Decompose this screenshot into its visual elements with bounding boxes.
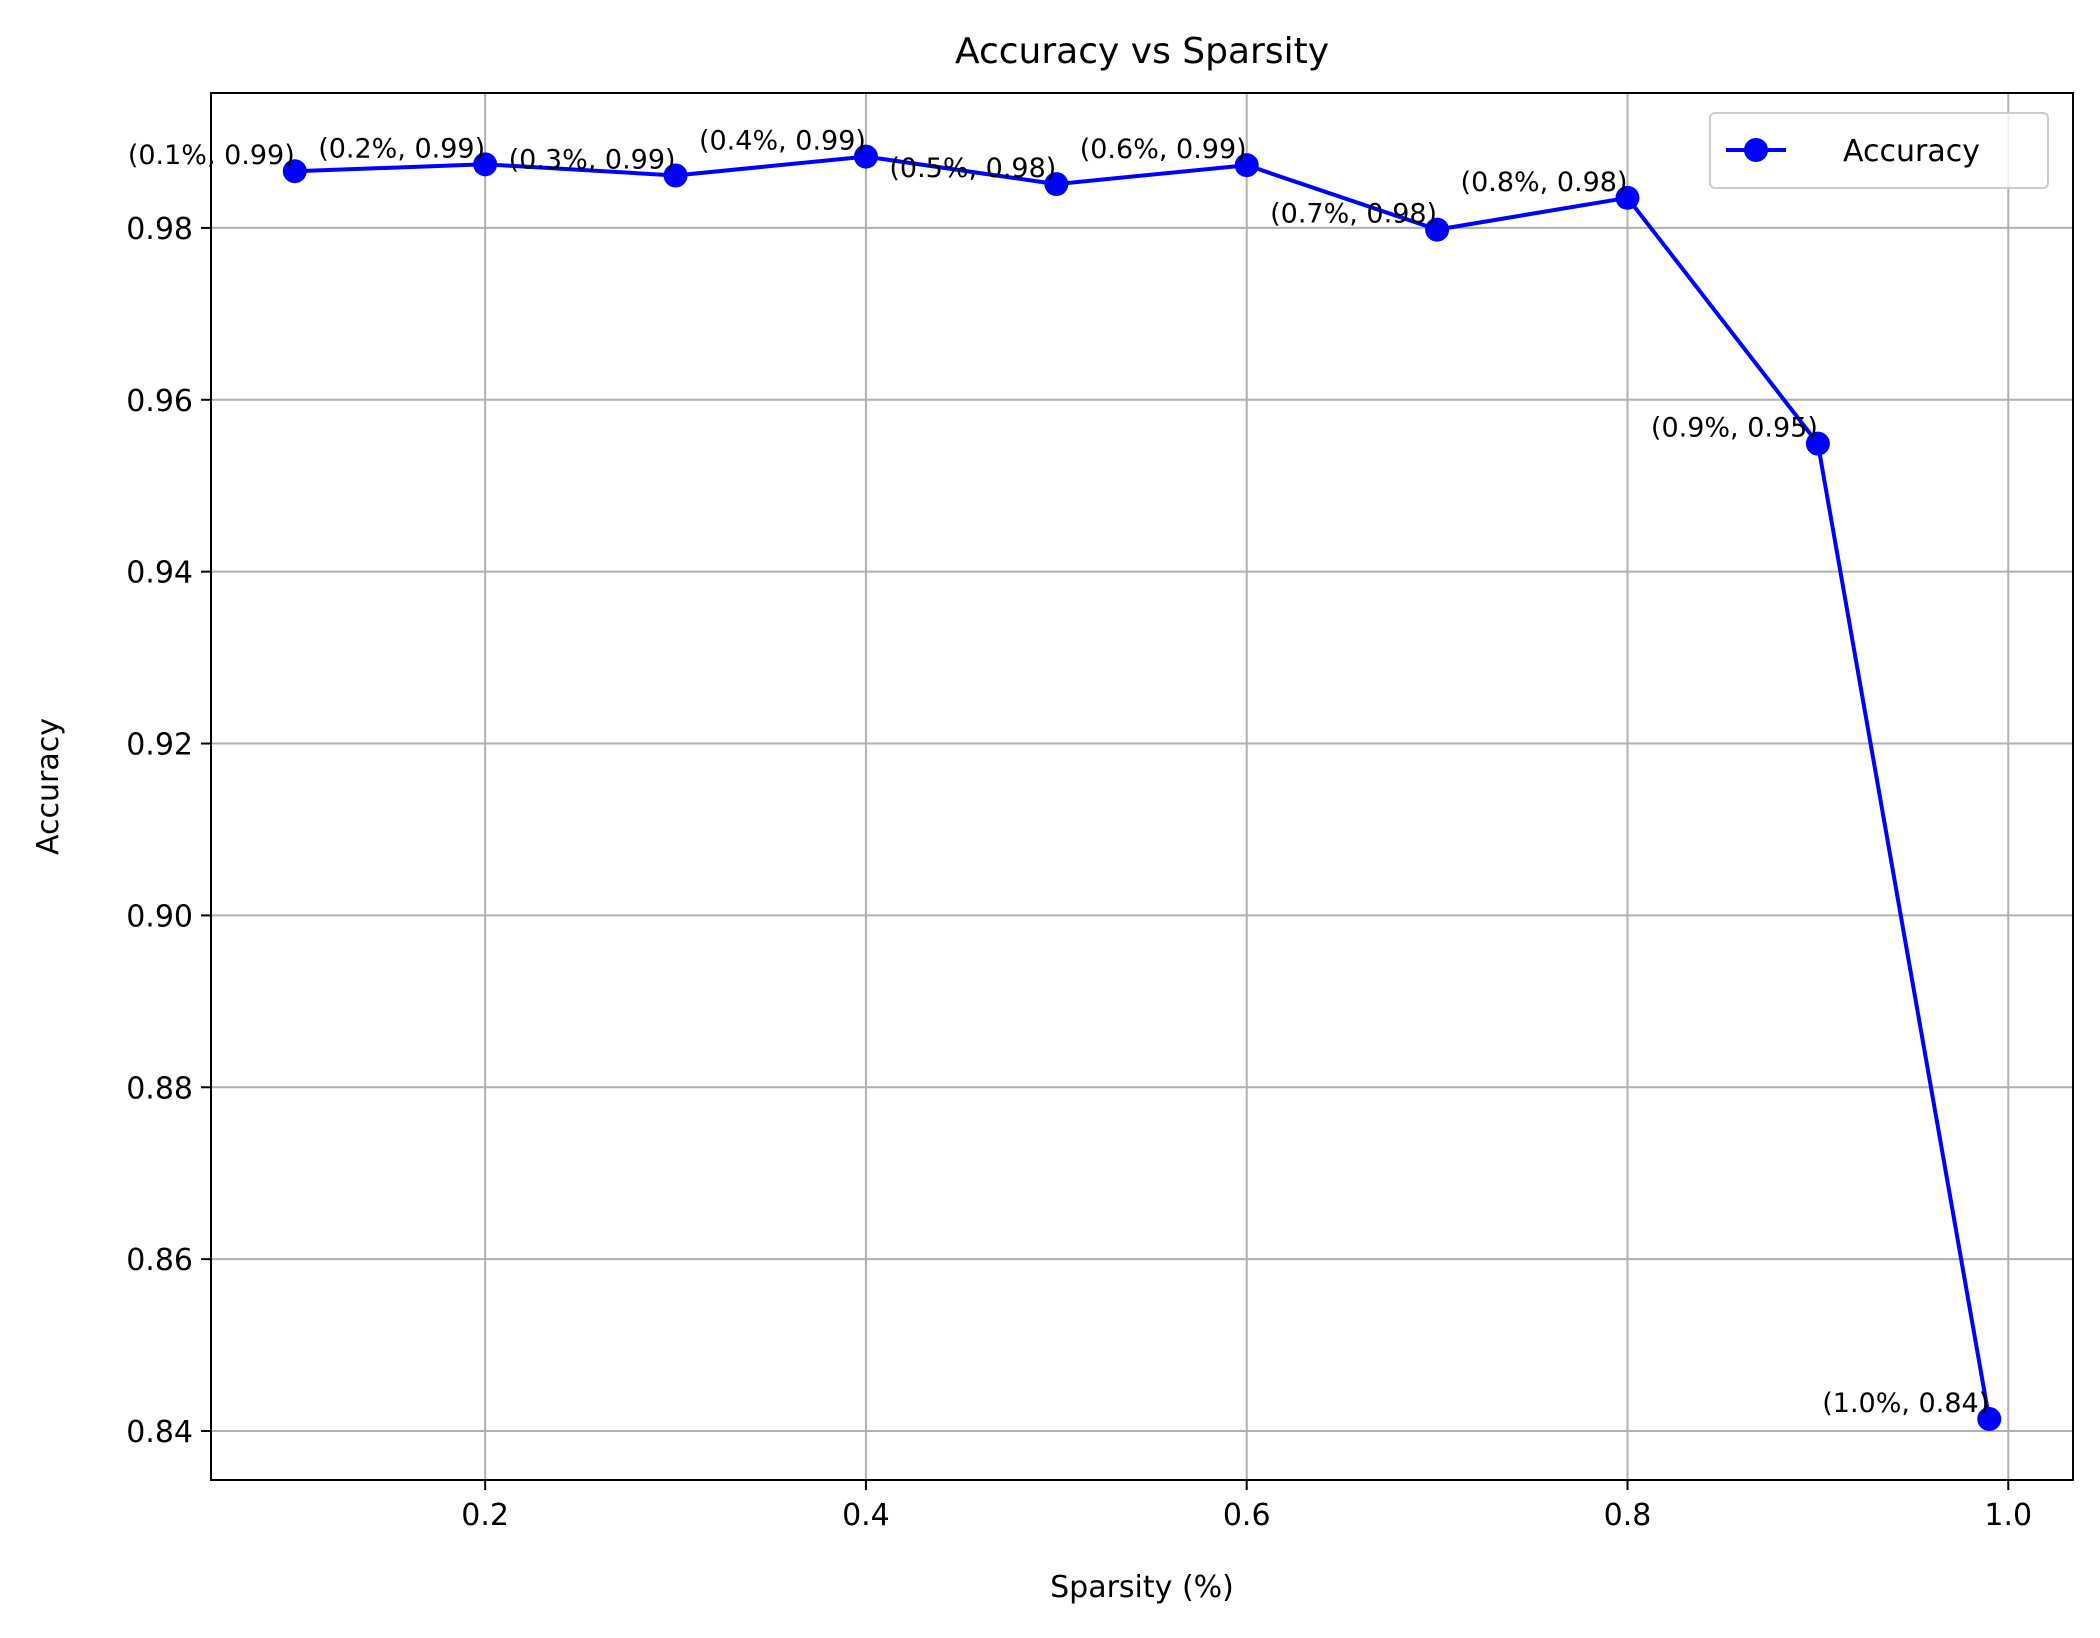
y-axis-label: Accuracy bbox=[31, 718, 66, 855]
data-point bbox=[1977, 1406, 2002, 1431]
data-point-label: (0.9%, 0.95) bbox=[1651, 413, 1818, 444]
y-tick-label: 0.88 bbox=[126, 1071, 193, 1106]
legend: Accuracy bbox=[1709, 112, 2049, 189]
grid-layer bbox=[211, 93, 2073, 1480]
x-tick-label: 0.2 bbox=[461, 1498, 509, 1533]
x-tick-label: 0.6 bbox=[1223, 1498, 1271, 1533]
legend-entry-accuracy: Accuracy bbox=[1843, 134, 1980, 169]
data-point-label: (0.4%, 0.99) bbox=[699, 126, 866, 157]
series-line-accuracy bbox=[294, 154, 1992, 1420]
line-layer bbox=[294, 154, 1992, 1420]
x-tick-label: 1.0 bbox=[1984, 1498, 2032, 1533]
data-point-label: (0.7%, 0.98) bbox=[1270, 199, 1437, 230]
legend-marker-swatch bbox=[1744, 138, 1768, 162]
y-tick-label: 0.92 bbox=[126, 728, 193, 763]
marker-layer bbox=[282, 144, 2002, 1431]
data-point-label: (0.2%, 0.99) bbox=[318, 133, 485, 164]
data-point bbox=[1805, 431, 1830, 456]
chart-title: Accuracy vs Sparsity bbox=[955, 31, 1329, 72]
y-tick-label: 0.90 bbox=[126, 899, 193, 934]
data-point-label: (0.5%, 0.98) bbox=[889, 153, 1056, 184]
y-tick-label: 0.96 bbox=[126, 384, 193, 419]
plot-frame bbox=[210, 92, 2074, 1481]
data-point-label: (1.0%, 0.84) bbox=[1822, 1388, 1989, 1419]
data-point-label: (0.3%, 0.99) bbox=[509, 144, 676, 175]
y-tick-label: 0.98 bbox=[126, 212, 193, 247]
data-point bbox=[282, 159, 307, 184]
data-point bbox=[853, 144, 878, 169]
x-tick-label: 0.8 bbox=[1604, 1498, 1652, 1533]
data-point bbox=[663, 163, 688, 188]
x-axis-label: Sparsity (%) bbox=[1050, 1570, 1234, 1605]
y-tick-label: 0.94 bbox=[126, 556, 193, 591]
data-point bbox=[1044, 172, 1069, 197]
legend-box bbox=[1709, 112, 2049, 189]
y-tick-label: 0.84 bbox=[126, 1415, 193, 1450]
annotation-layer: (0.1%, 0.99) (0.2%, 0.99) (0.3%, 0.99)(0.4… bbox=[128, 126, 1989, 1419]
data-point-label: (0.6%, 0.99) bbox=[1080, 134, 1247, 165]
y-tick-label: 0.86 bbox=[126, 1243, 193, 1278]
tick-layer: 0.2 0.4 0.6 0.8 1.0 0.84 0.86 0.88 0.90 0.92 0.94 0… bbox=[126, 212, 2032, 1533]
data-point bbox=[1234, 153, 1259, 178]
data-point bbox=[1615, 185, 1640, 210]
data-point bbox=[1425, 217, 1450, 242]
x-tick-label: 0.4 bbox=[842, 1498, 890, 1533]
data-point bbox=[473, 152, 498, 177]
data-point-label: (0.8%, 0.98) bbox=[1461, 167, 1628, 198]
